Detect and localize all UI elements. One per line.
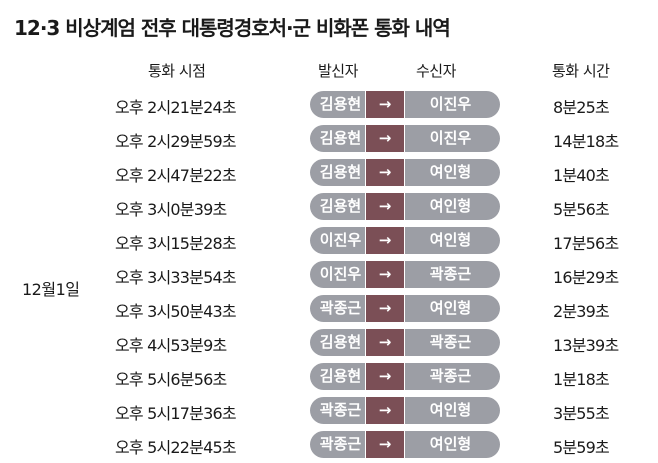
call-direction: 김용현 → 여인형: [310, 193, 500, 220]
call-direction: 김용현 → 이진우: [310, 125, 500, 152]
table-row: 오후 3시33분54초 이진우 → 곽종근 16분29초: [0, 260, 658, 290]
receiver: 곽종근: [429, 333, 472, 351]
call-direction: 김용현 → 여인형: [310, 159, 500, 186]
receiver: 여인형: [429, 299, 472, 317]
table-row: 오후 3시0분39초 김용현 → 여인형 5분56초: [0, 192, 658, 222]
call-duration: 1분18초: [553, 370, 610, 389]
header-time: 통화 시점: [148, 62, 206, 80]
caller: 김용현: [319, 95, 362, 113]
table-row: 오후 2시29분59초 김용현 → 이진우 14분18초: [0, 124, 658, 154]
date-label: 12월1일: [22, 280, 80, 299]
arrow-icon: →: [365, 329, 405, 356]
call-direction: 곽종근 → 여인형: [310, 397, 500, 424]
arrow-icon: →: [365, 91, 405, 118]
call-direction: 곽종근 → 여인형: [310, 295, 500, 322]
table-row: 오후 2시21분24초 김용현 → 이진우 8분25초: [0, 90, 658, 120]
call-duration: 5분56초: [553, 200, 610, 219]
receiver: 여인형: [429, 197, 472, 215]
call-time: 오후 2시47분22초: [115, 166, 237, 185]
header-duration: 통화 시간: [552, 62, 610, 80]
call-time: 오후 4시53분9초: [115, 336, 227, 355]
call-duration: 13분39초: [553, 336, 619, 355]
caller: 이진우: [319, 265, 362, 283]
call-time: 오후 3시0분39초: [115, 200, 227, 219]
arrow-icon: →: [365, 397, 405, 424]
call-duration: 2분39초: [553, 302, 610, 321]
call-duration: 3분55초: [553, 404, 610, 423]
caller: 곽종근: [319, 299, 362, 317]
caller: 김용현: [319, 197, 362, 215]
caller: 김용현: [319, 333, 362, 351]
caller: 김용현: [319, 367, 362, 385]
call-direction: 이진우 → 곽종근: [310, 261, 500, 288]
call-direction: 김용현 → 곽종근: [310, 363, 500, 390]
table-row: 오후 3시50분43초 곽종근 → 여인형 2분39초: [0, 294, 658, 324]
receiver: 이진우: [429, 95, 472, 113]
receiver: 곽종근: [429, 367, 472, 385]
call-duration: 16분29초: [553, 268, 619, 287]
call-duration: 8분25초: [553, 98, 610, 117]
call-time: 오후 2시21분24초: [115, 98, 237, 117]
arrow-icon: →: [365, 363, 405, 390]
table-row: 오후 4시53분9초 김용현 → 곽종근 13분39초: [0, 328, 658, 358]
call-duration: 14분18초: [553, 132, 619, 151]
table-row: 오후 5시6분56초 김용현 → 곽종근 1분18초: [0, 362, 658, 392]
caller: 곽종근: [319, 435, 362, 453]
call-time: 오후 5시17분36초: [115, 404, 237, 423]
receiver: 여인형: [429, 163, 472, 181]
arrow-icon: →: [365, 159, 405, 186]
call-duration: 1분40초: [553, 166, 610, 185]
call-time: 오후 3시50분43초: [115, 302, 237, 321]
receiver: 여인형: [429, 401, 472, 419]
call-duration: 5분59초: [553, 438, 610, 457]
table-row: 오후 3시15분28초 이진우 → 여인형 17분56초: [0, 226, 658, 256]
arrow-icon: →: [365, 261, 405, 288]
arrow-icon: →: [365, 227, 405, 254]
receiver: 여인형: [429, 435, 472, 453]
call-direction: 곽종근 → 여인형: [310, 431, 500, 458]
caller: 김용현: [319, 163, 362, 181]
table-row: 오후 2시47분22초 김용현 → 여인형 1분40초: [0, 158, 658, 188]
caller: 이진우: [319, 231, 362, 249]
call-direction: 김용현 → 곽종근: [310, 329, 500, 356]
receiver: 곽종근: [429, 265, 472, 283]
receiver: 여인형: [429, 231, 472, 249]
caller: 곽종근: [319, 401, 362, 419]
call-time: 오후 3시33분54초: [115, 268, 237, 287]
arrow-icon: →: [365, 193, 405, 220]
call-direction: 김용현 → 이진우: [310, 91, 500, 118]
table-row: 오후 5시17분36초 곽종근 → 여인형 3분55초: [0, 396, 658, 426]
call-time: 오후 2시29분59초: [115, 132, 237, 151]
arrow-icon: →: [365, 295, 405, 322]
caller: 김용현: [319, 129, 362, 147]
table-row: 오후 5시22분45초 곽종근 → 여인형 5분59초: [0, 430, 658, 460]
header-receiver: 수신자: [416, 62, 456, 80]
call-duration: 17분56초: [553, 234, 619, 253]
call-time: 오후 5시6분56초: [115, 370, 227, 389]
header-caller: 발신자: [318, 62, 358, 80]
receiver: 이진우: [429, 129, 472, 147]
page-title: 12·3 비상계엄 전후 대통령경호처·군 비화폰 통화 내역: [14, 16, 451, 40]
call-time: 오후 5시22분45초: [115, 438, 237, 457]
arrow-icon: →: [365, 431, 405, 458]
call-direction: 이진우 → 여인형: [310, 227, 500, 254]
call-time: 오후 3시15분28초: [115, 234, 237, 253]
arrow-icon: →: [365, 125, 405, 152]
